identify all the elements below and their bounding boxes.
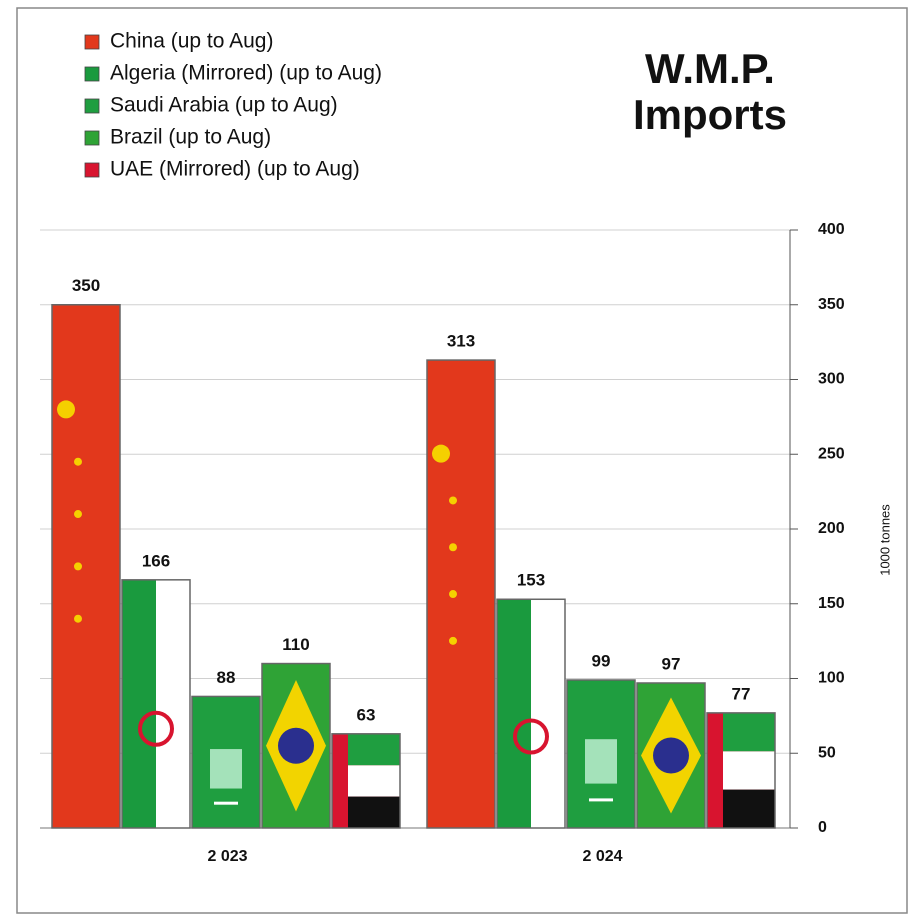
data-label: 350 (72, 276, 100, 295)
bar-decoration (74, 614, 82, 623)
y-tick-label: 400 (818, 221, 845, 238)
legend-label: Saudi Arabia (up to Aug) (110, 94, 338, 117)
bar-outline (261, 662, 331, 829)
bar-decoration (449, 636, 457, 645)
data-label: 97 (662, 654, 681, 673)
y-axis-label: 1000 tonnes (877, 504, 892, 576)
bar-decoration (348, 733, 400, 766)
data-label: 99 (592, 651, 611, 670)
bar-outline (636, 682, 706, 829)
bar-decoration (432, 444, 450, 463)
y-tick-label: 200 (818, 520, 845, 537)
bar-decoration (74, 510, 82, 519)
bar-decoration (74, 457, 82, 466)
bar-outline (496, 598, 566, 829)
bar-outline (191, 695, 261, 829)
y-tick-label: 100 (818, 670, 845, 687)
y-tick-label: 350 (818, 296, 845, 313)
bar-outline (121, 579, 191, 829)
x-tick-label: 2 024 (582, 848, 622, 865)
data-label: 77 (732, 684, 751, 703)
y-tick-label: 250 (818, 445, 845, 462)
bar-outline (566, 679, 636, 829)
bar-decoration (210, 749, 242, 789)
data-label: 153 (517, 571, 545, 590)
y-tick-label: 0 (818, 819, 827, 836)
bar-decoration (723, 712, 775, 752)
bar-decoration (278, 727, 314, 764)
chart-title: W.M.P. (645, 45, 775, 92)
bar (52, 304, 120, 828)
bar-outline (706, 712, 776, 829)
legend-swatch (84, 66, 100, 82)
legend-label: UAE (Mirrored) (up to Aug) (110, 158, 360, 181)
bar-outline (331, 733, 401, 829)
bar-decoration (449, 590, 457, 599)
legend-label: Algeria (Mirrored) (up to Aug) (110, 62, 382, 85)
bar-decoration (449, 543, 457, 552)
data-label: 166 (142, 551, 170, 570)
bar (427, 360, 495, 828)
legend-swatch (84, 162, 100, 178)
legend-label: Brazil (up to Aug) (110, 126, 271, 149)
bar-outline (426, 359, 496, 829)
bar-decoration (57, 400, 75, 419)
y-tick-label: 150 (818, 595, 845, 612)
bar-decoration (653, 737, 689, 774)
bar-decoration (214, 801, 238, 805)
bar-decoration (138, 710, 174, 747)
bar-decoration (449, 496, 457, 505)
bar-outline (51, 304, 121, 829)
bar-decoration (156, 579, 190, 828)
data-label: 63 (357, 705, 376, 724)
bar-decoration (585, 739, 617, 784)
bar-decoration (589, 798, 613, 802)
data-label: 110 (282, 635, 309, 654)
bar-decoration (531, 599, 565, 828)
bar-decoration (723, 751, 775, 790)
bar-decoration (348, 765, 400, 797)
legend-swatch (84, 98, 100, 114)
y-tick-label: 50 (818, 744, 836, 761)
chart-title: Imports (633, 91, 787, 138)
data-label: 313 (447, 332, 475, 351)
bar-decoration (723, 789, 775, 828)
bar-decoration (74, 562, 82, 571)
bar-decoration (348, 796, 400, 828)
y-tick-label: 300 (818, 371, 845, 388)
legend-label: China (up to Aug) (110, 30, 273, 53)
x-tick-label: 2 023 (207, 848, 247, 865)
bar-decoration (513, 718, 549, 755)
legend-swatch (84, 34, 100, 50)
legend-swatch (84, 130, 100, 146)
data-label: 88 (217, 668, 236, 687)
